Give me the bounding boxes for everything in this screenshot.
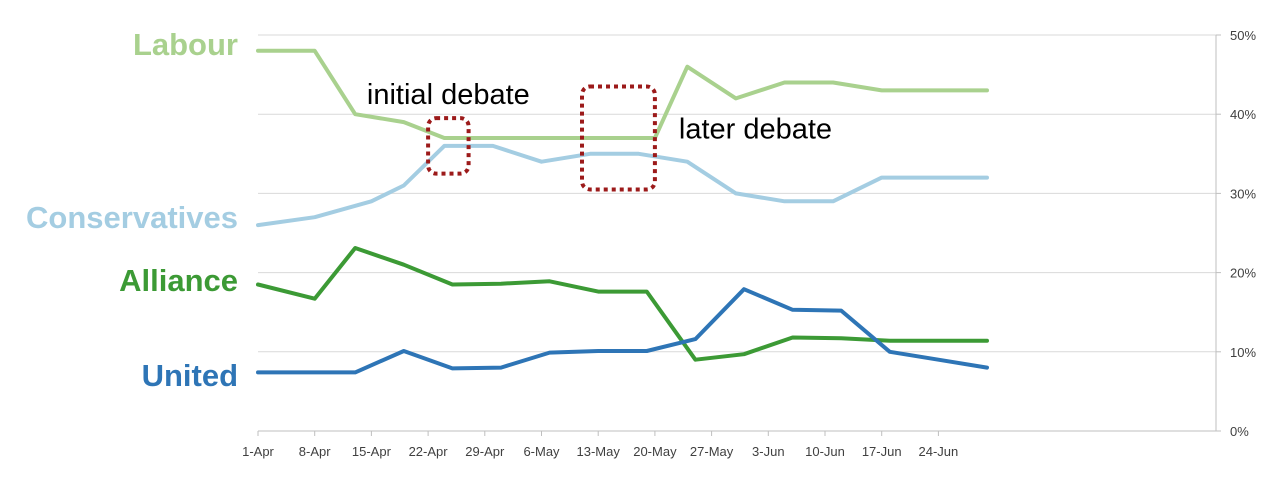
x-tick-label: 29-Apr [465,444,505,459]
y-tick-label: 20% [1230,266,1256,281]
x-tick-label: 1-Apr [242,444,274,459]
later-debate-box [580,84,657,192]
conservatives-series-label: Conservatives [26,200,238,235]
x-axis-tick-labels: 1-Apr 8-Apr 15-Apr 22-Apr 29-Apr 6-May 13-May 2… [242,444,958,459]
annotations: initial debate later debate [367,79,832,192]
x-tick-label: 6-May [523,444,560,459]
united-series-label: United [142,358,238,393]
x-tick-label: 20-May [633,444,677,459]
series-lines [256,48,989,375]
y-tick-label: 10% [1230,345,1256,360]
united-series-line [256,287,989,375]
x-tick-label: 24-Jun [919,444,959,459]
initial-debate-box [426,116,471,176]
y-tick-label: 40% [1230,107,1256,122]
y-tick-label: 50% [1230,28,1256,43]
x-tick-label: 13-May [577,444,621,459]
labour-series-label: Labour [133,27,238,62]
gridlines [257,34,1221,436]
x-tick-label: 15-Apr [352,444,392,459]
x-tick-label: 3-Jun [752,444,785,459]
y-tick-label: 30% [1230,186,1256,201]
y-tick-label: 0% [1230,424,1249,439]
x-tick-label: 10-Jun [805,444,845,459]
alliance-series-line [256,246,989,362]
x-tick-label: 17-Jun [862,444,902,459]
initial-debate-label: initial debate [367,79,530,111]
y-axis-tick-labels: 0% 10% 20% 30% 40% 50% [1230,28,1256,439]
later-debate-label: later debate [679,113,832,145]
x-tick-label: 8-Apr [299,444,331,459]
conservatives-series-line [256,143,989,228]
x-tick-label: 22-Apr [409,444,449,459]
alliance-series-label: Alliance [119,263,238,298]
labour-series-line [256,48,989,140]
x-tick-label: 27-May [690,444,734,459]
